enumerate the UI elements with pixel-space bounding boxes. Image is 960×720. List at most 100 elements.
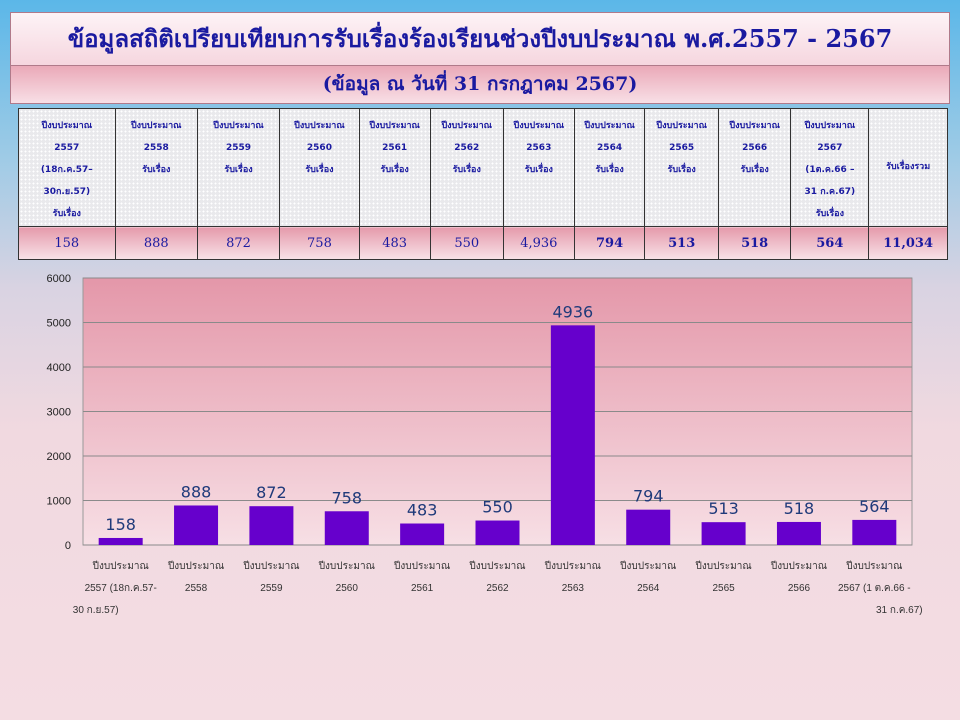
column-header: ปีงบประมาณ 2562 รับเรื่อง bbox=[429, 108, 504, 227]
bar bbox=[249, 506, 294, 545]
bar bbox=[98, 537, 143, 545]
x-tick-label: 2563 bbox=[562, 583, 585, 594]
y-tick-label: 3000 bbox=[47, 407, 71, 419]
header-line: รับเรื่อง bbox=[224, 165, 253, 175]
header-line: 2564 bbox=[597, 143, 623, 153]
x-tick-label: ปีงบประมาณ bbox=[695, 560, 752, 572]
x-tick-label: ปีงบประมาณ bbox=[318, 560, 375, 572]
header-line: รับเรื่อง bbox=[524, 165, 553, 175]
data-label: 888 bbox=[181, 482, 212, 501]
bar bbox=[174, 505, 219, 545]
value-cell: 564 bbox=[790, 226, 870, 260]
x-tick-label: ปีงบประมาณ bbox=[620, 560, 677, 572]
y-tick-label: 1000 bbox=[47, 496, 71, 508]
column-header: ปีงบประมาณ 2557 (18ก.ค.57– 30ก.ย.57) รับเรื่… bbox=[18, 108, 116, 227]
x-tick-label: 2565 bbox=[712, 583, 735, 594]
header-line: ปีงบประมาณ bbox=[41, 121, 93, 131]
x-tick-label: 2567 (1 ต.ค.66 - bbox=[838, 583, 911, 594]
header-line: ปีงบประมาณ bbox=[294, 121, 345, 131]
header-line: รับเรื่อง bbox=[380, 165, 409, 175]
data-label: 158 bbox=[105, 515, 136, 534]
y-tick-label: 2000 bbox=[47, 451, 71, 463]
x-tick-label: 2558 bbox=[185, 583, 208, 594]
header-line: 2560 bbox=[306, 143, 332, 153]
bar bbox=[475, 520, 520, 545]
x-tick-label: ปีงบประมาณ bbox=[544, 560, 601, 572]
x-tick-label: 2561 bbox=[411, 583, 434, 594]
value-cell: 513 bbox=[644, 226, 719, 260]
column-header: ปีงบประมาณ 2565 รับเรื่อง bbox=[644, 108, 719, 227]
header-line: ปีงบประมาณ bbox=[513, 121, 565, 131]
bar bbox=[324, 511, 369, 545]
header-line: 30ก.ย.57) bbox=[43, 187, 91, 197]
column-header: ปีงบประมาณ 2567 (1ต.ค.66 – 31 ก.ค.67) รับเรื… bbox=[790, 108, 870, 227]
page-subtitle: (ข้อมูล ณ วันที่ 31 กรกฎาคม 2567) bbox=[10, 65, 950, 104]
bar bbox=[550, 325, 595, 545]
data-label: 550 bbox=[482, 498, 513, 517]
value-cell: 888 bbox=[114, 226, 198, 260]
header-line: 2559 bbox=[225, 143, 252, 153]
header-line: รับเรื่อง bbox=[667, 165, 696, 175]
data-label: 794 bbox=[633, 487, 664, 506]
data-label: 564 bbox=[859, 497, 890, 516]
header-line: 2563 bbox=[526, 143, 552, 153]
table-header-row: ปีงบประมาณ 2557 (18ก.ค.57– 30ก.ย.57) รับเรื่… bbox=[18, 108, 948, 227]
y-tick-label: 5000 bbox=[47, 318, 71, 330]
header-line: 2557 bbox=[54, 143, 80, 153]
page-title: ข้อมูลสถิติเปรียบเทียบการรับเรื่องร้องเร… bbox=[10, 12, 950, 65]
bar bbox=[776, 521, 821, 545]
value-cell: 872 bbox=[196, 226, 281, 260]
x-tick-label: ปีงบประมาณ bbox=[469, 560, 526, 572]
y-tick-label: 6000 bbox=[47, 273, 71, 285]
header-line: รับเรื่อง bbox=[740, 165, 769, 175]
x-tick-label: ปีงบประมาณ bbox=[92, 560, 149, 572]
data-label: 872 bbox=[256, 483, 287, 502]
header-line: ปีงบประมาณ bbox=[729, 121, 780, 131]
header-line: รับเรื่อง bbox=[305, 165, 334, 175]
header-line: 2567 bbox=[817, 143, 843, 153]
header-line: ปีงบประมาณ bbox=[804, 121, 856, 131]
column-header: ปีงบประมาณ 2558 รับเรื่อง bbox=[114, 108, 198, 227]
header-line: 31 ก.ค.67) bbox=[804, 187, 856, 197]
data-label: 758 bbox=[331, 488, 362, 507]
value-cell: 483 bbox=[358, 226, 431, 260]
value-cell: 550 bbox=[429, 226, 504, 260]
column-header: ปีงบประมาณ 2560 รับเรื่อง bbox=[279, 108, 360, 227]
header-line: ปีงบประมาณ bbox=[584, 121, 635, 131]
x-tick-label: 2562 bbox=[486, 583, 509, 594]
x-tick-label: 2559 bbox=[260, 583, 283, 594]
x-tick-label: 2557 (18ก.ค.57- bbox=[85, 583, 157, 594]
header-line: 2566 bbox=[742, 143, 768, 153]
x-tick-label: 2560 bbox=[336, 583, 359, 594]
x-tick-label: ปีงบประมาณ bbox=[846, 560, 903, 572]
header-line: ปีงบประมาณ bbox=[130, 121, 182, 131]
header-line: รับเรื่อง bbox=[452, 165, 481, 175]
data-label: 518 bbox=[784, 499, 815, 518]
x-tick-label: ปีงบประมาณ bbox=[770, 560, 827, 572]
column-header: ปีงบประมาณ 2561 รับเรื่อง bbox=[358, 108, 431, 227]
value-cell: 11,034 bbox=[868, 226, 948, 260]
stats-table: ปีงบประมาณ 2557 (18ก.ค.57– 30ก.ย.57) รับเรื่… bbox=[18, 108, 948, 260]
x-tick-label: ปีงบประมาณ bbox=[393, 560, 450, 572]
data-label: 4936 bbox=[553, 302, 594, 321]
column-header: ปีงบประมาณ 2563 รับเรื่อง bbox=[502, 108, 575, 227]
column-header: รับเรื่องรวม bbox=[868, 108, 948, 227]
x-tick-label: ปีงบประมาณ bbox=[243, 560, 300, 572]
header-line: 2562 bbox=[454, 143, 480, 153]
header-line: รับเรื่อง bbox=[52, 209, 81, 219]
header-line: 2565 bbox=[669, 143, 695, 153]
value-cell: 4,936 bbox=[502, 226, 575, 260]
header-line: ปีงบประมาณ bbox=[213, 121, 264, 131]
header-line: รับเรื่อง bbox=[595, 165, 624, 175]
header-line: (18ก.ค.57– bbox=[40, 165, 93, 175]
bar bbox=[852, 519, 897, 545]
header-line: ปีงบประมาณ bbox=[441, 121, 492, 131]
header-line: 2558 bbox=[143, 143, 169, 153]
data-label: 483 bbox=[407, 501, 438, 520]
column-header: ปีงบประมาณ 2559 รับเรื่อง bbox=[196, 108, 281, 227]
data-label: 513 bbox=[708, 499, 739, 518]
x-tick-label: 2566 bbox=[788, 583, 811, 594]
column-header: ปีงบประมาณ 2566 รับเรื่อง bbox=[717, 108, 792, 227]
bar bbox=[701, 522, 746, 545]
